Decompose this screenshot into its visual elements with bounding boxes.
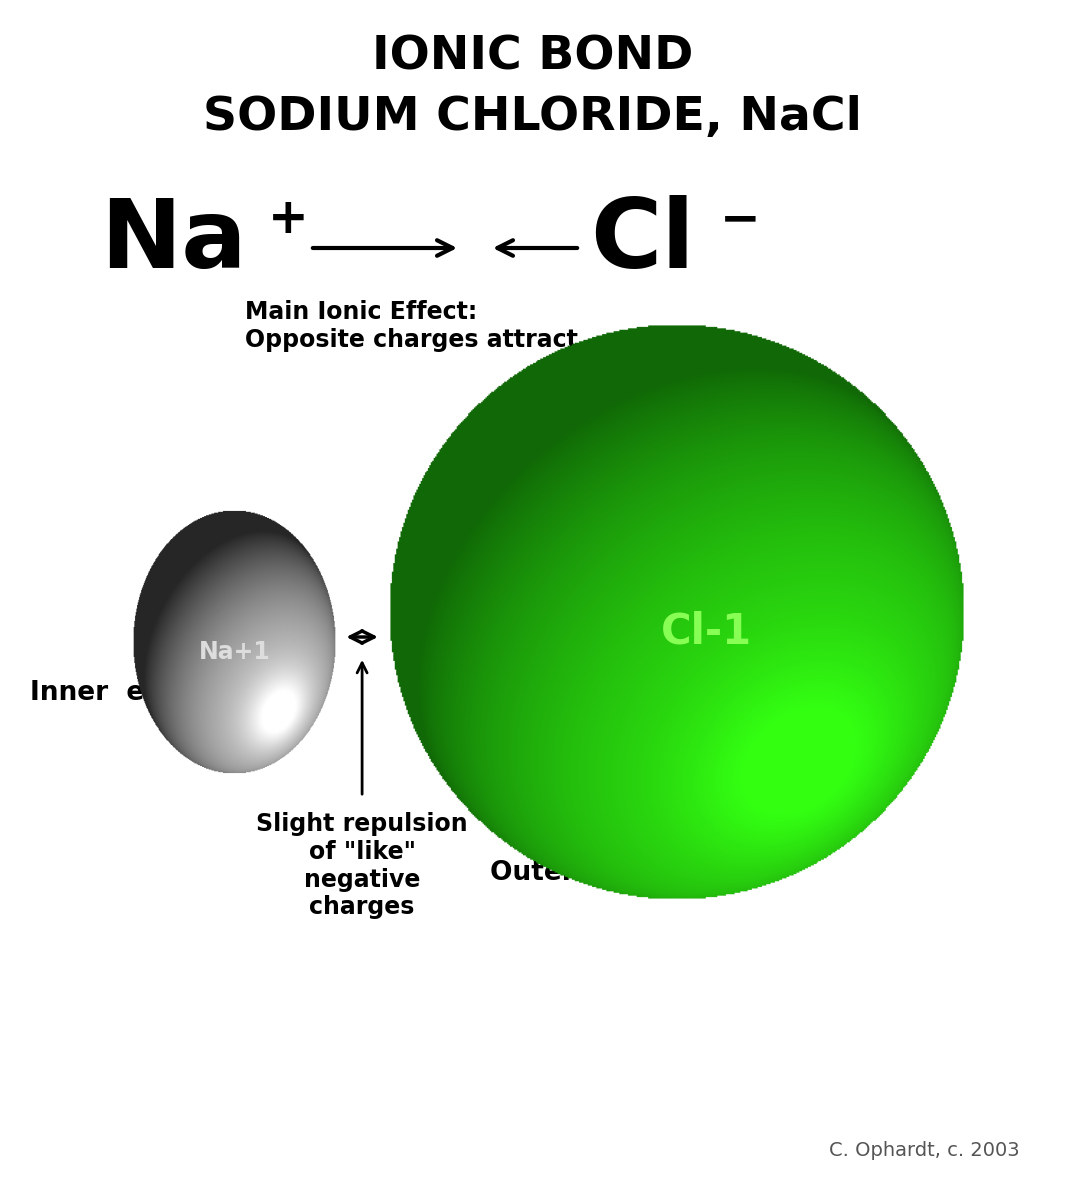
Text: −: − [720,194,760,242]
Text: Main Ionic Effect:
Opposite charges attract: Main Ionic Effect: Opposite charges attr… [245,300,578,352]
Text: SODIUM CHLORIDE, NaCl: SODIUM CHLORIDE, NaCl [203,95,862,140]
Text: Na: Na [100,194,247,288]
Text: Cl-1: Cl-1 [660,611,752,653]
Text: IONIC BOND: IONIC BOND [372,35,693,80]
Text: Slight repulsion
of "like"
negative
charges: Slight repulsion of "like" negative char… [257,812,468,919]
Text: Inner  electrons: Inner electrons [30,680,265,706]
Text: +: + [268,194,309,242]
Text: Cl: Cl [590,194,694,288]
Text: Outer  electrons: Outer electrons [490,860,732,886]
Text: C. Ophardt, c. 2003: C. Ophardt, c. 2003 [830,1141,1020,1160]
Text: Na+1: Na+1 [198,640,271,664]
